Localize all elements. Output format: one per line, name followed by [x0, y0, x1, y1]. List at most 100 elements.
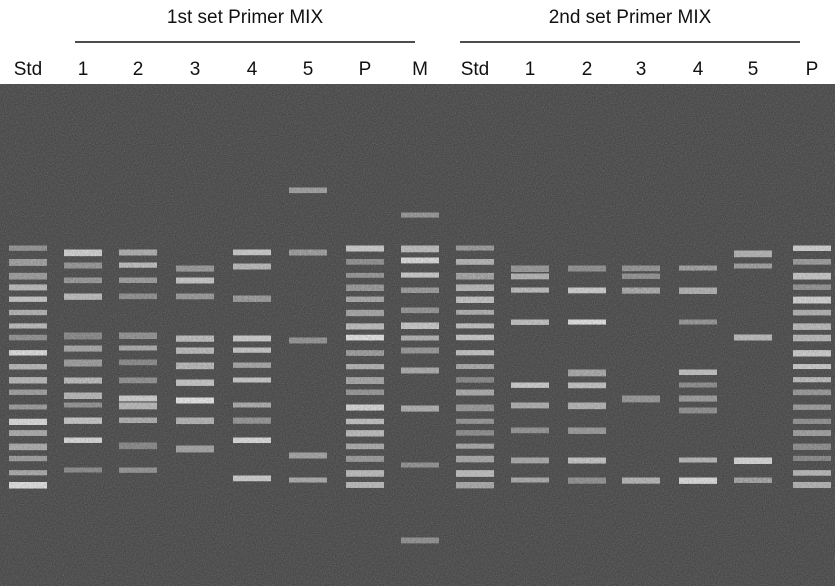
band	[176, 363, 214, 370]
band	[456, 404, 494, 411]
band	[233, 476, 271, 482]
band	[119, 403, 157, 410]
band	[793, 246, 831, 252]
page: 1st set Primer MIX 2nd set Primer MIX St…	[0, 0, 835, 586]
gel-figure: 1st set Primer MIX 2nd set Primer MIX St…	[0, 0, 835, 586]
band	[176, 446, 214, 453]
band	[456, 456, 494, 463]
band	[793, 350, 831, 356]
lane-label: 3	[636, 59, 647, 80]
band	[233, 403, 271, 408]
band	[9, 246, 47, 251]
band	[119, 333, 157, 340]
band	[793, 470, 831, 476]
band	[346, 482, 384, 488]
band	[9, 456, 47, 462]
band	[793, 297, 831, 304]
band	[64, 360, 102, 367]
lane-label: 4	[693, 59, 704, 80]
band	[346, 323, 384, 329]
band	[9, 323, 47, 328]
band	[346, 310, 384, 316]
lane-label: 3	[190, 59, 201, 80]
band	[511, 403, 549, 409]
band	[176, 294, 214, 300]
band	[793, 364, 831, 369]
band	[793, 273, 831, 280]
band	[456, 430, 494, 436]
band	[679, 320, 717, 325]
band	[346, 364, 384, 369]
band	[622, 478, 660, 484]
band	[679, 266, 717, 271]
band	[734, 251, 772, 258]
lane-label: P	[806, 59, 819, 80]
band	[734, 264, 772, 269]
band	[9, 419, 47, 425]
band	[734, 458, 772, 465]
band	[64, 294, 102, 300]
band	[401, 288, 439, 293]
band	[456, 350, 494, 355]
band	[793, 310, 831, 316]
band	[346, 419, 384, 425]
band	[9, 335, 47, 341]
band	[793, 390, 831, 396]
left-title: 1st set Primer MIX	[167, 7, 324, 28]
band	[346, 259, 384, 265]
band	[119, 294, 157, 300]
band	[456, 419, 494, 424]
band	[401, 213, 439, 218]
band	[176, 418, 214, 425]
lane-label: 1	[78, 59, 89, 80]
band	[64, 468, 102, 473]
band	[9, 390, 47, 395]
band	[346, 456, 384, 462]
band	[346, 350, 384, 356]
band	[401, 368, 439, 374]
band	[511, 288, 549, 293]
band	[456, 470, 494, 477]
band	[679, 458, 717, 463]
band	[233, 438, 271, 444]
band	[511, 266, 549, 273]
band	[119, 250, 157, 256]
band	[346, 470, 384, 477]
band	[119, 278, 157, 284]
lane-label: 1	[525, 59, 536, 80]
band	[233, 296, 271, 302]
band	[401, 258, 439, 264]
band	[401, 406, 439, 412]
band	[568, 403, 606, 410]
band	[119, 468, 157, 473]
band	[9, 284, 47, 290]
band	[456, 335, 494, 341]
band	[64, 278, 102, 284]
band	[289, 453, 327, 459]
band	[568, 266, 606, 272]
band	[568, 288, 606, 294]
band	[176, 278, 214, 284]
band	[176, 380, 214, 386]
band	[9, 377, 47, 384]
band	[64, 346, 102, 352]
band	[401, 348, 439, 354]
band	[289, 250, 327, 256]
band	[679, 478, 717, 484]
band	[119, 378, 157, 384]
band	[793, 444, 831, 450]
band	[622, 266, 660, 272]
band	[346, 444, 384, 450]
band	[679, 396, 717, 402]
band	[233, 418, 271, 424]
band	[511, 320, 549, 325]
band	[793, 259, 831, 265]
band	[119, 263, 157, 268]
band	[9, 444, 47, 451]
band	[119, 360, 157, 366]
band	[9, 273, 47, 280]
band	[346, 297, 384, 303]
band	[456, 323, 494, 328]
lane-label: 5	[303, 59, 314, 80]
